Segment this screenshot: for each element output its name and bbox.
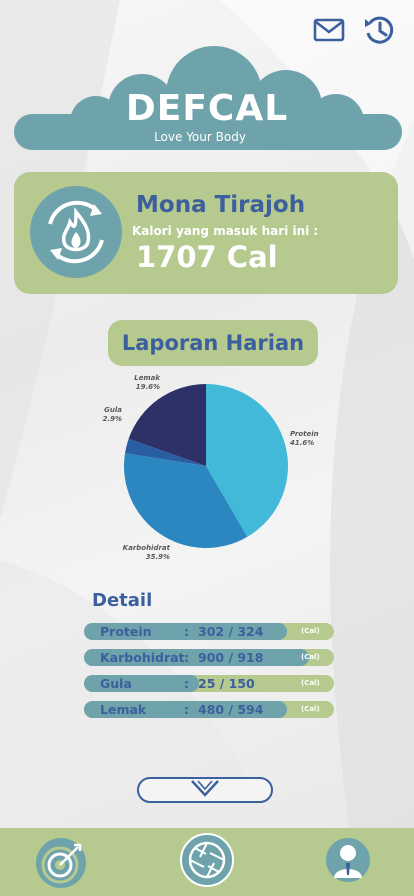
row-separator: :: [184, 676, 189, 691]
header-cloud: [14, 46, 402, 150]
detail-row-karbohidrat: Karbohidrat : 900 / 918 (Cal): [84, 649, 334, 666]
row-unit: (Cal): [301, 679, 320, 687]
row-name: Gula: [100, 676, 132, 691]
app-title: DEFCAL: [125, 88, 289, 129]
row-separator: :: [184, 650, 189, 665]
row-unit: (Cal): [301, 627, 320, 635]
pie-slice-gula: [125, 438, 206, 466]
row-unit: (Cal): [301, 653, 320, 661]
pie-slice-karbohidrat: [123, 453, 248, 548]
row-separator: :: [184, 702, 189, 717]
mail-icon[interactable]: [312, 14, 346, 46]
report-title-pill: Laporan Harian: [108, 320, 318, 366]
row-value: 480 / 594: [198, 702, 264, 717]
detail-row-protein: Protein : 302 / 324 (Cal): [84, 623, 334, 640]
calorie-flame-icon: [30, 186, 122, 278]
report-title: Laporan Harian: [121, 331, 305, 355]
pie-label-lemak: Lemak: [134, 374, 161, 382]
pie-slice-lemak: [128, 384, 206, 466]
user-profile-icon[interactable]: [326, 838, 370, 882]
row-unit: (Cal): [301, 705, 320, 713]
detail-row-gula: Gula : 25 / 150 (Cal): [84, 675, 334, 692]
pie-value-lemak: 19.6%: [136, 383, 160, 391]
profile-card: Mona Tirajoh Kalori yang masuk hari ini …: [14, 172, 398, 294]
pie-label-protein: Protein: [290, 430, 319, 438]
row-separator: :: [184, 624, 189, 639]
row-value: 25 / 150: [198, 676, 255, 691]
row-name: Karbohidrat: [100, 650, 185, 665]
target-icon[interactable]: [36, 838, 86, 888]
pie-value-karbohidrat: 35.9%: [146, 553, 170, 561]
pie-label-karbohidrat: Karbohidrat: [123, 544, 171, 552]
pie-slice-protein: [206, 384, 288, 537]
expand-button[interactable]: [137, 777, 273, 803]
history-icon[interactable]: [362, 14, 396, 46]
progress-fill: [84, 623, 287, 640]
app-tagline: Love Your Body: [154, 130, 246, 144]
row-name: Protein: [100, 624, 152, 639]
row-value: 900 / 918: [198, 650, 264, 665]
pie-value-protein: 41.6%: [290, 439, 314, 447]
calorie-label: Kalori yang masuk hari ini :: [132, 224, 319, 238]
pie-value-gula: 2.9%: [103, 415, 122, 423]
profile-name: Mona Tirajoh: [136, 192, 306, 218]
detail-title: Detail: [92, 590, 153, 611]
row-name: Lemak: [100, 702, 147, 717]
progress-fill: [84, 675, 199, 692]
bottom-navigation: [0, 828, 414, 896]
chevron-down-icon: [190, 779, 220, 801]
detail-row-lemak: Lemak : 480 / 594 (Cal): [84, 701, 334, 718]
progress-fill: [84, 649, 309, 666]
calorie-value: 1707 Cal: [136, 240, 278, 274]
row-value: 302 / 324: [198, 624, 264, 639]
pie-label-gula: Gula: [104, 406, 122, 414]
progress-fill: [84, 701, 287, 718]
camera-shutter-icon[interactable]: [180, 833, 234, 887]
